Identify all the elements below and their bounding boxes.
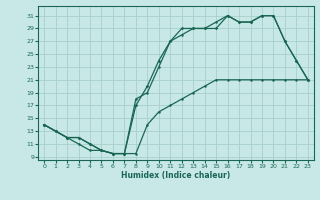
- X-axis label: Humidex (Indice chaleur): Humidex (Indice chaleur): [121, 171, 231, 180]
